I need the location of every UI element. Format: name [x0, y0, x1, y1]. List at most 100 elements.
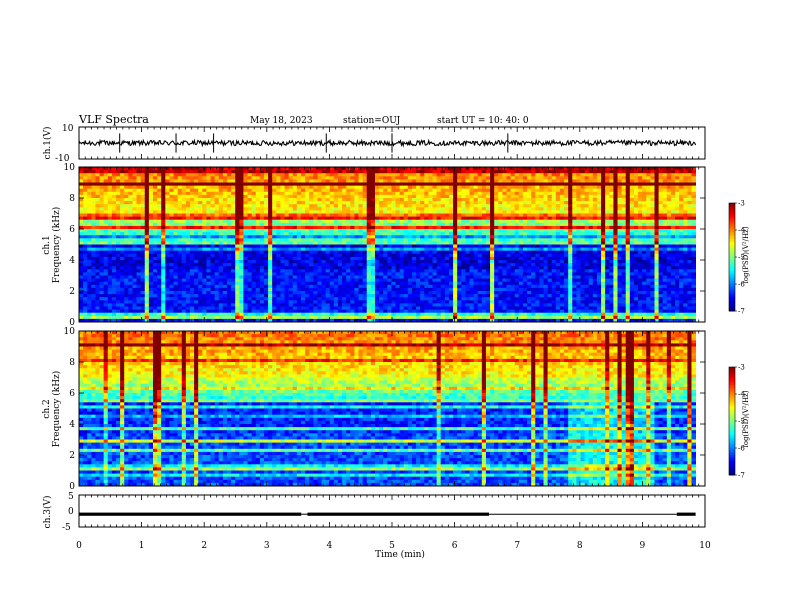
ch1-spectrogram-cell — [243, 250, 248, 255]
ch1-spectrogram-cell — [387, 213, 392, 217]
ch1-spectrogram-cell — [165, 176, 170, 180]
ch1-spectrogram-cell — [111, 235, 117, 239]
ch1-spectrogram-cell — [420, 216, 425, 221]
ch1-spectrogram-cell — [366, 176, 372, 180]
ch1-spectrogram-cell — [173, 247, 179, 252]
ch1-spectrogram-cell — [387, 256, 392, 261]
ch1-spectrogram-cell — [448, 167, 454, 171]
ch1-spectrogram-cell — [305, 315, 310, 320]
ch1-spectrogram-cell — [383, 225, 388, 230]
ch1-spectrogram-cell — [391, 244, 396, 248]
ch1-spectrogram-cell — [416, 260, 421, 264]
ch1-spectrogram-cell — [132, 222, 137, 227]
ch1-spectrogram-cell — [428, 213, 433, 217]
ch1-spectrogram-cell — [157, 198, 162, 202]
ch1-spectrogram-cell — [83, 219, 88, 224]
ch1-spectrogram-cell — [440, 182, 446, 186]
ch1-spectrogram-cell — [333, 185, 339, 190]
ch1-spectrogram-cell — [161, 232, 166, 236]
ch1-spectrogram-cell — [288, 300, 294, 304]
ch1-spectrogram-cell — [268, 300, 273, 304]
ch1-spectrogram-cell — [309, 210, 314, 214]
ch1-spectrogram-cell — [403, 303, 409, 307]
ch1-spectrogram-cell — [259, 210, 265, 214]
ch1-spectrogram-cell — [432, 281, 438, 286]
ch1-spectrogram-cell — [157, 222, 162, 227]
ch1-spectrogram-cell — [128, 216, 133, 221]
ch1-spectrogram-cell — [148, 216, 154, 221]
ch1-spectrogram-cell — [432, 284, 438, 289]
ch1-spectrogram-cell — [379, 238, 384, 242]
ch1-spectrogram-cell — [457, 232, 462, 236]
ch1-spectrogram-cell — [99, 250, 105, 255]
ch1-spectrogram-cell — [136, 269, 142, 273]
ch1-spectrogram-cell — [317, 315, 322, 320]
ch1-spectrogram-cell — [457, 170, 462, 174]
ch1-spectrogram-cell — [284, 284, 290, 289]
ch1-spectrogram-cell — [169, 219, 174, 224]
ch1-spectrogram-cell — [411, 272, 417, 276]
ch1-spectrogram-cell — [407, 315, 413, 320]
ch1-spectrogram-cell — [231, 213, 236, 217]
ch1-spectrogram-cell — [255, 167, 261, 171]
ch1-spectrogram-cell — [333, 278, 339, 283]
ch1-spectrogram-cell — [95, 303, 100, 307]
ch1-spectrogram-cell — [202, 238, 207, 242]
ch1-spectrogram-cell — [428, 253, 433, 258]
ch1-spectrogram-cell — [342, 266, 347, 270]
ch1-spectrogram-cell — [407, 235, 413, 239]
ch1-spectrogram-cell — [296, 194, 302, 199]
ch1-spectrogram-cell — [144, 229, 150, 233]
ch1-spectrogram-cell — [284, 210, 290, 214]
ch1-spectrogram-cell — [300, 188, 306, 193]
ch1-spectrogram-cell — [132, 167, 137, 171]
ch1-spectrogram-cell — [370, 173, 376, 177]
ch1-spectrogram-cell — [103, 176, 109, 180]
ch1-spectrogram-cell — [91, 216, 96, 221]
ch1-spectrogram-cell — [436, 250, 442, 255]
ch1-spectrogram-cell — [346, 284, 351, 289]
ch1-spectrogram-cell — [399, 222, 405, 227]
ch1-spectrogram-cell — [440, 250, 446, 255]
ch1-spectrogram-cell — [395, 247, 401, 252]
ch1-spectrogram-cell — [124, 191, 129, 196]
ch1-spectrogram-cell — [457, 247, 462, 252]
ch1-spectrogram-cell — [99, 284, 105, 289]
ch1-spectrogram-cell — [140, 281, 146, 286]
ch1-spectrogram-cell — [128, 232, 133, 236]
ch1-spectrogram-cell — [366, 173, 372, 177]
ch1-spectrogram-cell — [144, 238, 150, 242]
ch1-spectrogram-cell — [206, 266, 211, 270]
ch1-spectrogram-cell — [313, 194, 318, 199]
ch1-spectrogram-cell — [243, 179, 248, 183]
ch1-spectrogram-cell — [370, 287, 376, 292]
ch1-spectrogram-cell — [173, 194, 179, 199]
ch1-spectrogram-cell — [111, 306, 117, 310]
ch1-spectrogram-cell — [329, 244, 335, 248]
ch1-spectrogram-cell — [329, 275, 335, 279]
ch1-spectrogram-cell — [399, 300, 405, 304]
ch1-spectrogram-cell — [354, 229, 359, 233]
ch1-spectrogram-cell — [387, 194, 392, 199]
ch1-spectrogram-cell — [424, 244, 429, 248]
ch1-spectrogram-cell — [243, 198, 248, 202]
ch1-spectrogram-cell — [288, 182, 294, 186]
ch1-spectrogram-cell — [140, 191, 146, 196]
ch1-spectrogram-cell — [255, 222, 261, 227]
ch1-spectrogram-cell — [202, 219, 207, 224]
ch1-spectrogram-cell — [296, 315, 302, 320]
ch1-spectrogram-cell — [465, 235, 470, 239]
ch1-spectrogram-cell — [218, 318, 224, 323]
ch1-spectrogram-cell — [83, 306, 88, 310]
ch1-spectrogram-cell — [120, 284, 125, 289]
ch1-spectrogram-cell — [148, 229, 154, 233]
ch1-spectrogram-cell — [231, 204, 236, 208]
ch1-spectrogram-cell — [428, 225, 433, 230]
ch1-spectrogram-cell — [337, 235, 343, 239]
ch1-spectrogram-cell — [165, 250, 170, 255]
ch1-spectrogram-cell — [128, 204, 133, 208]
ch1-spectrogram-cell — [272, 235, 277, 239]
ch1-spectrogram-cell — [440, 297, 446, 301]
ch1-spectrogram-cell — [99, 247, 105, 252]
ch1-spectrogram-cell — [411, 229, 417, 233]
